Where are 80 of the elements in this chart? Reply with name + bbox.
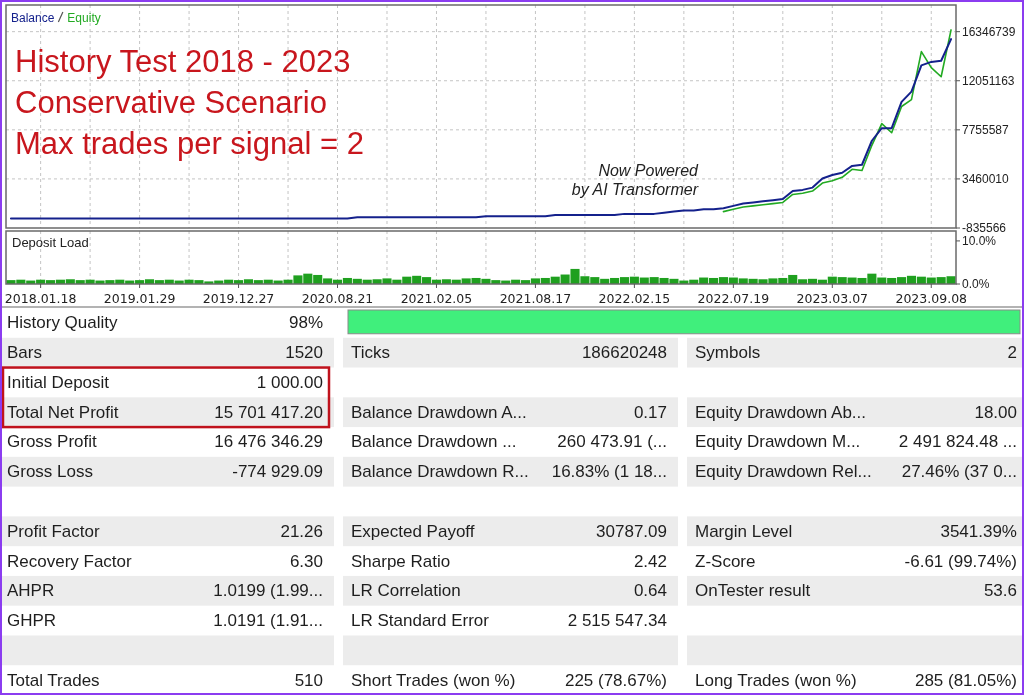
text: LR Correlation (351, 581, 461, 601)
text: Total Trades (7, 670, 100, 690)
text: Balance Drawdown R... (351, 462, 529, 482)
text: 260 473.91 (... (557, 432, 667, 452)
x-tick-label: 2019.12.27 (202, 290, 275, 306)
line-series (9, 38, 953, 220)
text: 21.26 (280, 521, 323, 541)
text: 510 (294, 670, 323, 690)
text: AHPR (7, 581, 55, 601)
text: Recovery Factor (7, 551, 132, 571)
text: Balance Drawdown A... (351, 402, 527, 422)
text: 2 491 824.48 ... (898, 432, 1017, 452)
y-tick-label: -835566 (962, 221, 1007, 235)
x-tick-label: 2023.03.07 (796, 290, 869, 306)
text: 1.0199 (1.99... (213, 581, 323, 601)
line-series (722, 29, 952, 213)
chart-title: Deposit Load (12, 235, 89, 250)
text: OnTester result (695, 581, 811, 601)
y-tick-label: 0.0% (962, 277, 990, 291)
text: 53.6 (983, 581, 1017, 601)
x-tick-label: 2020.08.21 (301, 290, 374, 306)
text: GHPR (7, 611, 57, 631)
x-tick-label: 2021.02.05 (400, 290, 473, 306)
x-tick-label: 2022.07.19 (697, 290, 770, 306)
text: Short Trades (won %) (351, 670, 516, 690)
text: Ticks (351, 343, 391, 363)
text: 1.0191 (1.91... (213, 611, 323, 631)
x-tick-label: 2021.08.17 (499, 290, 572, 306)
text: Profit Factor (7, 521, 100, 541)
x-tick-label: 2019.01.29 (103, 290, 176, 306)
text: Expected Payoff (351, 521, 475, 541)
text: Balance Drawdown ... (351, 432, 517, 452)
text: 2.42 (633, 551, 667, 571)
y-tick-label: 10.0% (962, 233, 997, 248)
text: Initial Deposit (7, 372, 110, 392)
text: -774 929.09 (232, 462, 323, 482)
text: LR Standard Error (351, 611, 489, 631)
x-tick-label: 2022.02.15 (598, 290, 671, 306)
x-tick-label: 2023.09.08 (895, 290, 968, 306)
text: 225 (78.67%) (564, 670, 667, 690)
text: 186620248 (581, 343, 667, 363)
x-tick-label: 2018.01.18 (4, 290, 77, 306)
text: Long Trades (won %) (695, 670, 857, 690)
text: 15 701 417.20 (214, 402, 323, 422)
text: Sharpe Ratio (351, 551, 451, 571)
text: Total Net Profit (7, 402, 119, 422)
text: 0.64 (633, 581, 667, 601)
text: 2 (1007, 343, 1017, 363)
text: Margin Level (695, 521, 793, 541)
text: 30787.09 (596, 521, 667, 541)
text: 27.46% (37 0... (901, 462, 1017, 482)
text: 2 515 547.34 (567, 611, 667, 631)
text: 0.17 (633, 402, 667, 422)
y-tick-label: 3460010 (962, 171, 1010, 186)
text: Equity (67, 11, 101, 25)
text: Symbols (695, 343, 761, 363)
text: History Quality (7, 313, 118, 333)
text: 18.00 (974, 402, 1017, 422)
text: -6.61 (99.74%) (904, 551, 1017, 571)
text: History Test 2018 - 2023 Conservative Scenario Max trades per signal = 2 (15, 44, 364, 161)
text: 6.30 (289, 551, 323, 571)
annotation: Now Powered by AI Transformer (571, 162, 700, 198)
text: 1 000.00 (256, 372, 323, 392)
text: 16 476 346.29 (214, 432, 323, 452)
text: 1520 (285, 343, 323, 363)
text: Gross Loss (7, 462, 93, 482)
text: 3541.39% (940, 521, 1017, 541)
text: 98% (288, 313, 323, 333)
text: Balance (11, 11, 55, 25)
text: Equity Drawdown Ab... (695, 402, 867, 422)
y-tick-label: 16346739 (962, 24, 1016, 39)
text: Gross Profit (7, 432, 97, 452)
text: Equity Drawdown Rel... (695, 462, 872, 482)
text: Equity Drawdown M... (695, 432, 861, 452)
text: 285 (81.05%) (914, 670, 1017, 690)
text: Z-Score (695, 551, 756, 571)
text: 16.83% (1 18... (551, 462, 667, 482)
y-tick-label: 12051163 (962, 73, 1015, 88)
y-tick-label: 7755587 (962, 122, 1010, 137)
text: Bars (7, 343, 42, 363)
